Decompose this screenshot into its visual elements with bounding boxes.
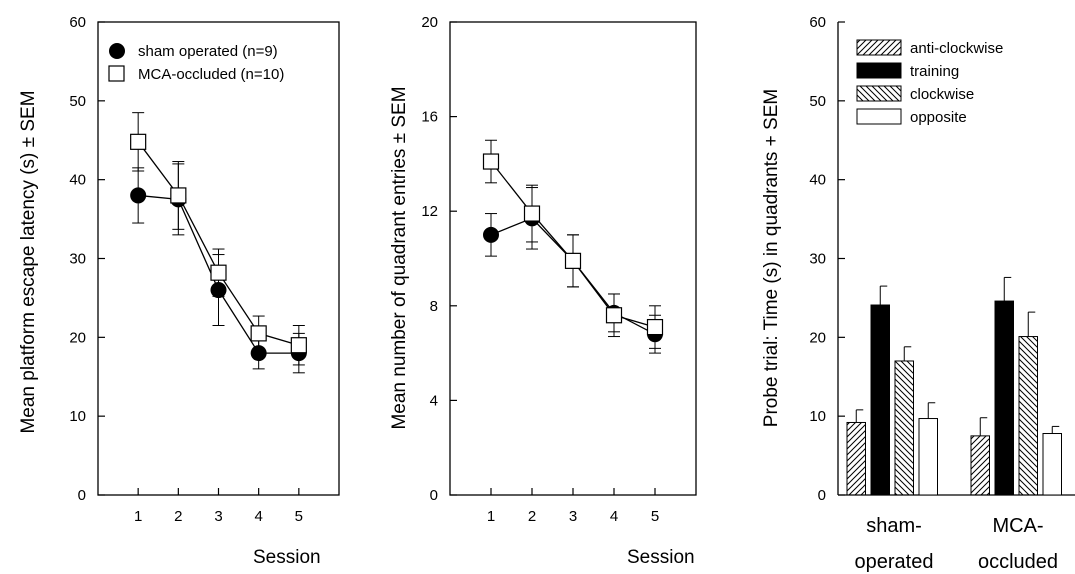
bar-clockwise-mca <box>1018 336 1038 496</box>
y-ticks-latency: 0 10 20 30 40 50 60 <box>69 14 105 504</box>
data-point-mca <box>482 153 500 170</box>
y-axis-title-latency: Mean platform escape latency (s) ± SEM <box>18 90 39 433</box>
y-tick-label: 60 <box>69 14 86 31</box>
x-axis-title-latency: Session <box>253 547 321 568</box>
y-tick-label: 30 <box>69 251 86 268</box>
data-point-mca <box>646 318 664 336</box>
panel-quadrant-entries: Mean number of quadrant entries ± SEM 0 4… <box>389 14 697 568</box>
legend-label-anticlockwise: anti-clockwise <box>910 40 1003 57</box>
legend-swatch-clockwise <box>856 85 902 102</box>
x-tick-label: 3 <box>569 508 577 525</box>
y-tick-label: 0 <box>78 487 86 504</box>
legend-marker-mca <box>108 65 125 82</box>
x-tick-label: 4 <box>254 508 262 525</box>
data-point-sham <box>483 226 499 243</box>
x-tick-label: 1 <box>487 508 495 525</box>
legend-label-training: training <box>910 63 959 80</box>
legend-swatch-anticlockwise <box>856 39 902 56</box>
x-tick-label: 2 <box>528 508 536 525</box>
x-tick-label: 4 <box>610 508 618 525</box>
x-tick-label: 2 <box>174 508 182 525</box>
y-tick-label: 20 <box>809 329 826 346</box>
legend-probe: anti-clockwise training clockwise opposi… <box>856 39 1003 126</box>
panel-probe-trial: Probe trial: Time (s) in quadrants + SEM… <box>761 14 1075 573</box>
y-tick-label: 12 <box>421 203 438 220</box>
data-point-mca <box>605 307 623 324</box>
y-tick-label: 60 <box>809 14 826 31</box>
x-tick-label: 5 <box>651 508 659 525</box>
data-point-mca <box>130 133 147 150</box>
bar-training-sham <box>870 304 890 496</box>
data-point-sham <box>130 187 147 204</box>
plot-area-probe <box>846 276 1062 496</box>
plot-area-latency <box>130 112 307 374</box>
plot-area-entries <box>482 139 664 354</box>
panel-escape-latency: Mean platform escape latency (s) ± SEM 0… <box>18 14 340 568</box>
group-label-mca-line2: occluded <box>978 551 1058 573</box>
legend-swatch-training <box>856 62 902 79</box>
legend-label-clockwise: clockwise <box>910 86 974 103</box>
data-point-mca <box>564 252 582 269</box>
x-tick-label: 1 <box>134 508 142 525</box>
y-ticks-probe: 0 10 20 30 40 50 60 <box>809 14 845 504</box>
group-label-sham-line1: sham- <box>866 515 922 537</box>
legend-label-opposite: opposite <box>910 109 967 126</box>
legend-marker-sham <box>109 43 125 59</box>
y-tick-label: 0 <box>818 487 826 504</box>
y-tick-label: 40 <box>809 172 826 189</box>
bar-training-mca <box>994 300 1014 496</box>
x-ticks-entries: 1 2 3 4 5 <box>487 488 659 525</box>
y-tick-label: 10 <box>69 408 86 425</box>
x-ticks-latency: 1 2 3 4 5 <box>134 488 303 525</box>
y-tick-label: 20 <box>421 14 438 31</box>
bar-anticlockwise-sham <box>846 421 866 496</box>
bar-opposite-mca <box>1042 433 1062 496</box>
group-label-mca-line1: MCA- <box>992 515 1043 537</box>
y-axis-title-probe: Probe trial: Time (s) in quadrants + SEM <box>761 89 782 427</box>
legend-label-sham: sham operated (n=9) <box>138 43 278 60</box>
y-tick-label: 8 <box>430 298 438 315</box>
x-tick-label: 5 <box>295 508 303 525</box>
legend-label-mca: MCA-occluded (n=10) <box>138 66 284 83</box>
y-tick-label: 40 <box>69 172 86 189</box>
legend-latency: sham operated (n=9) MCA-occluded (n=10) <box>108 43 284 83</box>
y-tick-label: 30 <box>809 251 826 268</box>
group-label-sham-line2: operated <box>855 551 934 573</box>
x-tick-label: 3 <box>214 508 222 525</box>
y-ticks-entries: 0 4 8 12 16 20 <box>421 14 457 504</box>
bar-opposite-sham <box>918 418 938 496</box>
data-point-mca <box>210 264 227 281</box>
y-tick-label: 0 <box>430 487 438 504</box>
data-point-sham <box>250 345 267 362</box>
bar-clockwise-sham <box>894 360 914 496</box>
data-point-mca <box>290 337 307 354</box>
data-point-mca <box>170 187 187 204</box>
y-tick-label: 50 <box>69 93 86 110</box>
y-tick-label: 16 <box>421 109 438 126</box>
y-axis-title-entries: Mean number of quadrant entries ± SEM <box>389 86 410 429</box>
x-axis-title-entries: Session <box>627 547 695 568</box>
data-point-mca <box>250 325 267 342</box>
y-tick-label: 10 <box>809 408 826 425</box>
data-point-mca <box>523 205 541 222</box>
data-point-sham <box>210 282 227 299</box>
legend-swatch-opposite <box>856 108 902 125</box>
y-tick-label: 50 <box>809 93 826 110</box>
y-tick-label: 4 <box>430 392 438 409</box>
bar-anticlockwise-mca <box>970 435 990 496</box>
y-tick-label: 20 <box>69 329 86 346</box>
